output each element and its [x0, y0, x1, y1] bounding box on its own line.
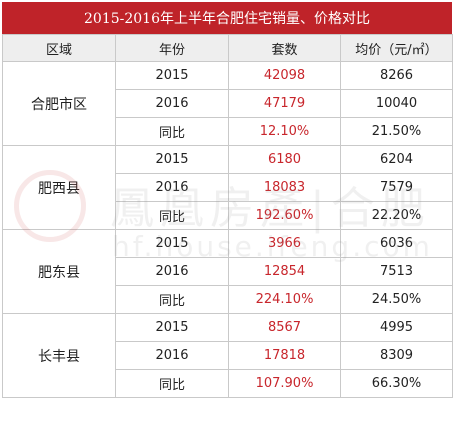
price-cell: 8266 [340, 61, 453, 90]
table-row: 2016 12854 7513 [3, 257, 453, 286]
price-cell: 7579 [340, 173, 453, 202]
price-cell: 6204 [340, 145, 453, 174]
units-cell: 107.90% [228, 369, 341, 398]
units-cell: 12.10% [228, 117, 341, 146]
header-year: 年份 [115, 34, 229, 62]
units-cell: 17818 [228, 341, 341, 370]
units-cell: 224.10% [228, 285, 341, 314]
region-cell: 合肥市区 [2, 61, 116, 146]
units-cell: 12854 [228, 257, 341, 286]
price-cell: 10040 [340, 89, 453, 118]
region-cell: 长丰县 [2, 313, 116, 398]
table-row: 同比 224.10% 24.50% [3, 285, 453, 314]
table-row: 肥西县 2015 6180 6204 [2, 145, 453, 230]
units-cell: 47179 [228, 89, 341, 118]
year-cell: 2015 [115, 229, 229, 258]
year-cell: 2016 [115, 173, 229, 202]
table-row: 2016 17818 8309 [3, 341, 453, 370]
year-cell: 同比 [115, 117, 229, 146]
table-title: 2015-2016年上半年合肥住宅销量、价格对比 [2, 2, 452, 34]
header-region: 区域 [2, 34, 116, 62]
units-cell: 18083 [228, 173, 341, 202]
units-cell: 192.60% [228, 201, 341, 230]
price-cell: 4995 [340, 313, 453, 342]
price-cell: 66.30% [340, 369, 453, 398]
price-cell: 6036 [340, 229, 453, 258]
year-cell: 同比 [115, 285, 229, 314]
price-cell: 21.50% [340, 117, 453, 146]
sales-comparison-table-card: 2015-2016年上半年合肥住宅销量、价格对比 区域 年份 套数 均价（元/㎡… [2, 2, 453, 426]
table-row: 2016 18083 7579 [3, 173, 453, 202]
table-row: 同比 12.10% 21.50% [3, 117, 453, 146]
year-cell: 2015 [115, 145, 229, 174]
units-cell: 42098 [228, 61, 341, 90]
price-cell: 8309 [340, 341, 453, 370]
price-cell: 24.50% [340, 285, 453, 314]
header-units: 套数 [228, 34, 341, 62]
units-cell: 6180 [228, 145, 341, 174]
region-cell: 肥东县 [2, 229, 116, 314]
sales-table: 区域 年份 套数 均价（元/㎡） 合肥市区 2015 42098 8266 20… [2, 34, 453, 398]
year-cell: 2016 [115, 257, 229, 286]
year-cell: 2015 [115, 61, 229, 90]
header-row: 区域 年份 套数 均价（元/㎡） [2, 34, 453, 62]
table-row: 同比 192.60% 22.20% [3, 201, 453, 230]
table-row: 合肥市区 2015 42098 8266 [2, 61, 453, 146]
header-avg-price: 均价（元/㎡） [340, 34, 453, 62]
year-cell: 同比 [115, 201, 229, 230]
units-cell: 8567 [228, 313, 341, 342]
year-cell: 2015 [115, 313, 229, 342]
year-cell: 2016 [115, 89, 229, 118]
table-row: 2016 47179 10040 [3, 89, 453, 118]
price-cell: 22.20% [340, 201, 453, 230]
table-row: 长丰县 2015 8567 4995 [2, 313, 453, 398]
region-cell: 肥西县 [2, 145, 116, 230]
year-cell: 同比 [115, 369, 229, 398]
price-cell: 7513 [340, 257, 453, 286]
table-row: 肥东县 2015 3966 6036 [2, 229, 453, 314]
table-row: 同比 107.90% 66.30% [3, 369, 453, 398]
year-cell: 2016 [115, 341, 229, 370]
units-cell: 3966 [228, 229, 341, 258]
